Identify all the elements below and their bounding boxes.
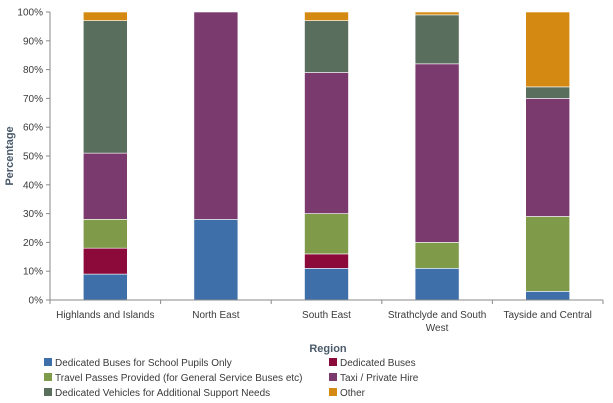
y-tick-label: 100% [17,8,43,19]
bar-segment [304,20,349,73]
bar-segment [414,63,460,243]
legend-item: Dedicated Buses for School Pupils Only [44,358,232,369]
legend-label: Dedicated Buses [340,358,416,369]
bar-segment [83,152,128,220]
bar-segment [193,219,239,301]
legend-swatch [329,358,337,366]
bar-segment [193,11,239,220]
y-tick-label: 60% [23,123,43,134]
legend-swatch [44,373,52,381]
legend-item: Dedicated Vehicles for Additional Suppor… [44,388,270,399]
bar-segment [304,253,349,269]
legend-item: Dedicated Buses [329,358,416,369]
y-tick-label: 40% [23,180,43,191]
bar-segment [304,213,349,255]
bar-segment [304,11,349,21]
x-tick-label: Tayside and Central [504,310,592,321]
y-tick-label: 10% [23,267,43,278]
x-axis-title: Region [309,343,347,355]
bar-segment [414,268,460,301]
legend: Dedicated Buses for School Pupils Only De… [44,358,419,399]
legend-label: Dedicated Buses for School Pupils Only [55,358,232,369]
bar-segment [83,219,128,249]
y-axis-ticks: 0% 10% 20% 30% 40% 50% 60% 70% 80% 90% 100% [17,8,50,307]
x-tick-label: North East [192,310,239,321]
bar-segment [525,98,571,217]
bar-segment [525,86,571,99]
y-tick-label: 90% [23,36,43,47]
axes [49,12,604,304]
legend-label: Taxi / Private Hire [340,373,419,384]
y-tick-label: 0% [29,296,44,307]
legend-swatch [329,373,337,381]
bar-segment [414,14,460,65]
x-tick-label: Strathclyde and South West [388,310,486,334]
legend-item: Taxi / Private Hire [329,373,419,384]
y-tick-label: 70% [23,94,43,105]
legend-label: Travel Passes Provided (for General Serv… [55,373,303,384]
bar-segment [525,216,571,292]
y-tick-label: 20% [23,238,43,249]
bar-segment [304,72,349,214]
y-tick-label: 80% [23,65,43,76]
y-tick-label: 50% [23,152,43,163]
legend-label: Other [340,388,366,399]
bar-segment [525,291,571,301]
x-tick-label: Highlands and Islands [56,310,154,321]
y-axis-title: Percentage [4,126,16,185]
bar-segment [414,242,460,269]
bar-segment [414,11,460,16]
bar-segment [83,273,128,301]
bars [83,11,571,301]
bar-segment [83,20,128,154]
legend-item: Other [329,388,366,399]
legend-swatch [44,388,52,396]
legend-swatch [44,358,52,366]
x-tick-label: South East [302,310,351,321]
bar-segment [304,268,349,301]
bar-segment [83,11,128,21]
bar-segment [525,11,571,88]
y-tick-label: 30% [23,209,43,220]
bar-segment [83,247,128,275]
legend-item: Travel Passes Provided (for General Serv… [44,373,303,384]
x-axis-labels: Highlands and Islands North East South Eas… [56,310,592,334]
legend-label: Dedicated Vehicles for Additional Suppor… [55,388,270,399]
legend-swatch [329,388,337,396]
